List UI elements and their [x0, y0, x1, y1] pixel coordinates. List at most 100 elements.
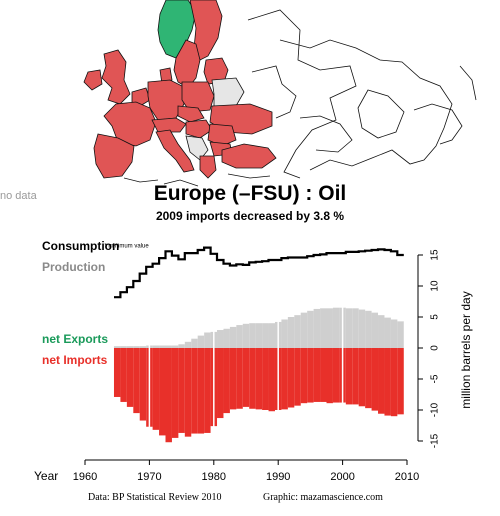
production-bar [126, 346, 134, 348]
production-bar [390, 319, 398, 348]
legend-net-exports: net Exports [42, 332, 108, 346]
production-bar [171, 345, 179, 348]
x-tick-label: 2000 [330, 471, 354, 483]
map-outline-9 [123, 177, 159, 183]
net-import-bar [345, 348, 353, 405]
net-import-bar [326, 348, 333, 404]
czech-country [177, 105, 205, 123]
romania-country [207, 123, 237, 147]
net-import-bar [287, 348, 295, 408]
italy-country [155, 129, 195, 173]
plot-area: * minimum value 1960 1970 1980 1990 2000 2010 -… [73, 242, 441, 483]
net-import-bar [159, 348, 166, 436]
net-import-bar [300, 348, 308, 404]
production-bar [313, 308, 321, 348]
production-bar [262, 323, 269, 348]
production-bar [178, 344, 185, 348]
map-outline-1 [279, 39, 453, 171]
production-bar [365, 310, 372, 348]
turkey-country [221, 143, 277, 169]
net-import-bar [249, 348, 256, 409]
production-bar [165, 345, 172, 348]
net-import-bar [397, 348, 404, 415]
net-import-bar [307, 348, 314, 403]
net-import-bar [358, 348, 366, 407]
production-bar [152, 345, 160, 348]
production-bar [184, 341, 192, 348]
min-value-annotation: * minimum value [104, 244, 149, 250]
legend-production: Production [42, 260, 105, 274]
net-import-bar [371, 348, 379, 411]
europe-map [83, 0, 477, 187]
production-bar [352, 308, 359, 348]
production-bar [358, 309, 366, 348]
ireland-country [83, 69, 103, 91]
y-tick-label: 10 [430, 280, 441, 292]
x-axis-label: Year [34, 469, 58, 483]
net-import-bar [390, 348, 398, 417]
x-tick-label: 2010 [395, 471, 419, 483]
production-bar [307, 310, 314, 348]
y-tick-label: -10 [430, 402, 441, 417]
y-tick-label: 15 [430, 249, 441, 261]
no-data-label: no data [0, 190, 38, 202]
net-import-bar [365, 348, 372, 409]
production-bar [371, 312, 379, 348]
net-import-bar [223, 348, 230, 414]
production-bar [217, 330, 224, 348]
graphic-credit: Graphic: mazamascience.com [263, 492, 383, 503]
map-outline-6 [459, 65, 477, 101]
production-bar [249, 323, 256, 348]
production-bar [223, 328, 230, 348]
production-bar [345, 308, 353, 348]
benelux-country [131, 87, 151, 107]
production-bar [159, 345, 166, 348]
map-outline-8 [227, 173, 271, 179]
net-import-bar [120, 348, 127, 402]
net-import-bar [332, 348, 340, 403]
production-bar [204, 332, 211, 348]
sweden-country [173, 39, 201, 89]
production-bar [120, 346, 127, 348]
x-tick-label: 1970 [137, 471, 161, 483]
iberia-country [93, 133, 135, 179]
map-outline-7 [163, 179, 199, 187]
x-tick-label: 1960 [73, 471, 97, 483]
net-import-bar [133, 348, 140, 414]
net-import-bar [171, 348, 179, 438]
net-import-bar [294, 348, 301, 406]
uk-country [101, 49, 131, 105]
map-outline-3 [357, 89, 405, 139]
greece-country [199, 155, 217, 179]
x-tick-label: 1990 [266, 471, 290, 483]
map-outline-4 [299, 115, 353, 153]
production-bar [378, 315, 385, 348]
net-import-bar [191, 348, 198, 434]
production-bar [281, 319, 288, 348]
y-tick-label: -5 [430, 374, 441, 383]
production-bar [397, 321, 404, 348]
net-import-bar [313, 348, 321, 402]
net-import-bar [268, 348, 275, 412]
production-bar [268, 323, 275, 348]
net-import-bar [255, 348, 263, 410]
net-import-bar [113, 348, 121, 397]
production-bar [326, 308, 333, 348]
net-import-bar [126, 348, 134, 407]
net-import-bar [236, 348, 243, 409]
hungary-country [185, 119, 213, 139]
map-outline-2 [251, 65, 297, 119]
balkan-country [185, 135, 209, 161]
net-import-bar [184, 348, 192, 437]
net-import-bar [352, 348, 359, 405]
production-bar [191, 338, 198, 348]
france-country [103, 101, 157, 147]
net-import-bar [217, 348, 224, 419]
belarus-country [211, 77, 245, 107]
map-outline-5 [413, 103, 463, 145]
net-import-bar [178, 348, 185, 433]
chart-title: Europe (–FSU) : Oil [154, 182, 347, 205]
production-bar [139, 346, 147, 348]
production-bar [294, 315, 301, 348]
consumption-line [114, 246, 404, 299]
